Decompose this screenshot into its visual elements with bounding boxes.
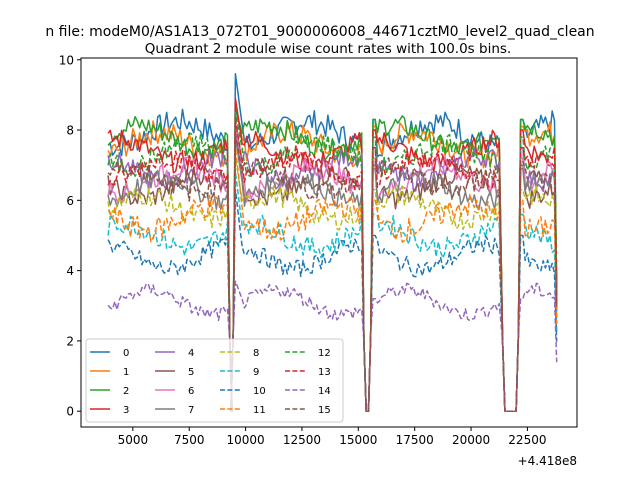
series-line-15 (107, 132, 558, 412)
legend-label-6: 6 (188, 386, 194, 397)
y-tick-label: 10 (59, 53, 74, 67)
legend-label-7: 7 (188, 405, 194, 416)
y-tick-label: 4 (66, 264, 74, 278)
legend-box (85, 338, 344, 423)
figure-suptitle: n file: modeM0/AS1A13_072T01_9000006008_… (45, 24, 594, 40)
x-tick-label: 22500 (508, 433, 546, 447)
legend-label-5: 5 (188, 367, 194, 378)
x-tick-label: 12500 (283, 433, 321, 447)
y-tick-label: 2 (66, 334, 74, 348)
legend-label-14: 14 (318, 386, 331, 397)
series-line-9 (107, 171, 558, 412)
axes-frame (80, 57, 578, 428)
legend-label-3: 3 (123, 405, 129, 416)
legend-label-4: 4 (188, 348, 194, 359)
legend-label-9: 9 (253, 367, 259, 378)
y-tick-label: 6 (66, 194, 74, 208)
x-tick-label: 5000 (118, 433, 149, 447)
series-line-2 (107, 108, 558, 412)
series-line-6 (107, 125, 558, 412)
series-layer (107, 73, 558, 412)
x-axis: 5000 7500 10000 12500 15000 17500 20000 22500 (118, 427, 546, 447)
legend-label-12: 12 (318, 348, 331, 359)
series-line-10 (107, 189, 558, 412)
legend-label-8: 8 (253, 348, 259, 359)
series-line-14 (107, 280, 558, 412)
x-tick-label: 15000 (339, 433, 377, 447)
series-line-12 (107, 111, 558, 412)
legend-label-11: 11 (253, 405, 266, 416)
series-line-11 (107, 146, 558, 412)
x-offset-label: +4.418e8 (518, 454, 577, 468)
x-tick-label: 17500 (396, 433, 434, 447)
legend-label-10: 10 (253, 386, 266, 397)
series-line-0 (107, 73, 558, 412)
y-tick-label: 0 (66, 405, 74, 419)
legend-label-0: 0 (123, 348, 129, 359)
legend-label-1: 1 (123, 367, 129, 378)
series-line-13 (107, 118, 558, 412)
y-axis: 0 2 4 6 8 10 (59, 53, 81, 419)
legend-label-15: 15 (318, 405, 331, 416)
plot-area (80, 57, 578, 428)
x-tick-label: 20000 (452, 433, 490, 447)
legend-label-13: 13 (318, 367, 331, 378)
x-tick-label: 7500 (174, 433, 205, 447)
chart-title: Quadrant 2 module wise count rates with … (145, 41, 511, 57)
x-tick-label: 10000 (226, 433, 264, 447)
legend-label-2: 2 (123, 386, 129, 397)
y-tick-label: 8 (66, 124, 74, 138)
